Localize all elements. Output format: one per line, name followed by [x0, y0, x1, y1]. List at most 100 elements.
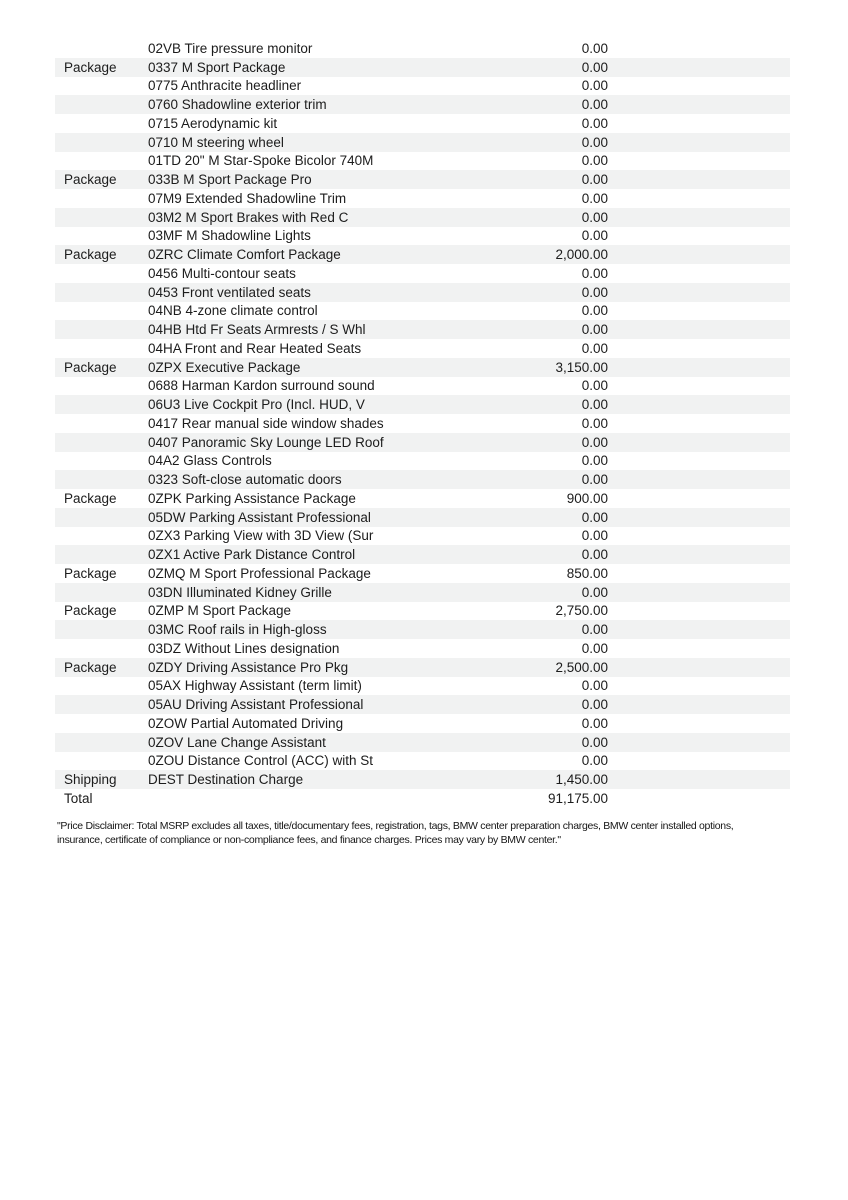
row-item: 04HA Front and Rear Heated Seats [148, 340, 362, 356]
row-price: 2,500.00 [555, 659, 608, 675]
table-row: 06U3 Live Cockpit Pro (Incl. HUD, V 0.00 [55, 395, 790, 414]
row-price: 0.00 [581, 153, 608, 169]
row-item: 0ZMQ M Sport Professional Package [148, 565, 371, 581]
table-row: 03DZ Without Lines designation 0.00 [55, 639, 790, 658]
table-row: 03M2 M Sport Brakes with Red C 0.00 [55, 207, 790, 227]
table-row: 02VB Tire pressure monitor 0.00 [55, 39, 790, 58]
table-row: Package 0ZMP M Sport Package 2,750.00 [55, 602, 790, 621]
row-price: 0.00 [581, 340, 608, 356]
row-price: 0.00 [581, 584, 608, 600]
row-item: 01TD 20" M Star-Spoke Bicolor 740M [148, 153, 374, 169]
row-item: 0ZOU Distance Control (ACC) with St [148, 753, 374, 769]
row-item: 04NB 4-zone climate control [148, 303, 318, 319]
table-row: Package 0ZPK Parking Assistance Package … [55, 489, 790, 508]
row-price: 0.00 [581, 547, 608, 563]
row-price: 0.00 [581, 528, 608, 544]
table-row: 05AU Driving Assistant Professional 0.00 [55, 695, 790, 714]
row-price: 0.00 [581, 134, 608, 150]
row-price: 0.00 [581, 228, 608, 244]
row-price: 0.00 [581, 115, 608, 131]
row-item: 0ZRC Climate Comfort Package [148, 247, 341, 263]
row-price: 0.00 [581, 378, 608, 394]
row-price: 0.00 [581, 284, 608, 300]
table-row: Package 0ZMQ M Sport Professional Packag… [55, 564, 790, 583]
table-row: 0453 Front ventilated seats 0.00 [55, 282, 790, 302]
row-item: 0323 Soft-close automatic doors [148, 472, 342, 488]
row-item: 06U3 Live Cockpit Pro (Incl. HUD, V [148, 397, 365, 413]
row-item: 05DW Parking Assistant Professional [148, 509, 371, 525]
row-item: 0417 Rear manual side window shades [148, 415, 384, 431]
row-item: 0775 Anthracite headliner [148, 78, 302, 94]
row-item: 04HB Htd Fr Seats Armrests / S Whl [148, 322, 366, 338]
row-item: 02VB Tire pressure monitor [148, 40, 313, 56]
row-price: 900.00 [566, 490, 608, 506]
row-price: 0.00 [581, 415, 608, 431]
row-price: 0.00 [581, 78, 608, 94]
row-price: 2,000.00 [555, 247, 608, 263]
table-row: 04HB Htd Fr Seats Armrests / S Whl 0.00 [55, 320, 790, 339]
row-item: DEST Destination Charge [148, 772, 304, 788]
row-item: 0ZOV Lane Change Assistant [148, 734, 326, 750]
row-item: 03MF M Shadowline Lights [148, 228, 311, 244]
row-item: 07M9 Extended Shadowline Trim [148, 190, 347, 206]
row-price: 0.00 [581, 172, 608, 188]
row-item: 05AX Highway Assistant (term limit) [148, 678, 362, 694]
table-row: 07M9 Extended Shadowline Trim 0.00 [55, 189, 790, 208]
row-price: 0.00 [581, 322, 608, 338]
table-row: 04HA Front and Rear Heated Seats 0.00 [55, 339, 790, 358]
table-row: 03MF M Shadowline Lights 0.00 [55, 227, 790, 246]
row-price: 0.00 [581, 509, 608, 525]
row-category: Package [64, 59, 117, 75]
table-row: 0ZX1 Active Park Distance Control 0.00 [55, 545, 790, 564]
row-item: 0ZX3 Parking View with 3D View (Sur [148, 528, 374, 544]
row-price: 0.00 [581, 303, 608, 319]
row-item: 0ZDY Driving Assistance Pro Pkg [148, 659, 349, 675]
row-price: 0.00 [581, 472, 608, 488]
table-row: 01TD 20" M Star-Spoke Bicolor 740M 0.00 [55, 152, 790, 171]
row-item: 0ZOW Partial Automated Driving [148, 715, 344, 731]
row-item: 0715 Aerodynamic kit [148, 115, 278, 131]
table-row: Shipping DEST Destination Charge 1,450.0… [55, 770, 790, 789]
row-item: 033B M Sport Package Pro [148, 172, 312, 188]
row-price: 0.00 [581, 734, 608, 750]
row-price: 0.00 [581, 715, 608, 731]
row-item: 03MC Roof rails in High-gloss [148, 622, 327, 638]
table-row: 0323 Soft-close automatic doors 0.00 [55, 470, 790, 489]
row-price: 0.00 [581, 678, 608, 694]
row-price: 0.00 [581, 40, 608, 56]
table-row: Package 033B M Sport Package Pro 0.00 [55, 170, 790, 189]
table-row: 0715 Aerodynamic kit 0.00 [55, 114, 790, 133]
row-price: 0.00 [581, 453, 608, 469]
row-item: 0760 Shadowline exterior trim [148, 97, 327, 113]
price-disclaimer: "Price Disclaimer: Total MSRP excludes a… [57, 820, 734, 846]
row-price: 0.00 [581, 622, 608, 638]
row-category: Package [64, 659, 117, 675]
row-category: Shipping [64, 772, 117, 788]
table-row: 0417 Rear manual side window shades 0.00 [55, 414, 790, 433]
table-row: Package 0ZDY Driving Assistance Pro Pkg … [55, 657, 790, 677]
row-item: 0ZMP M Sport Package [148, 603, 292, 619]
row-category: Package [64, 359, 117, 375]
row-price: 0.00 [581, 97, 608, 113]
table-row: 0710 M steering wheel 0.00 [55, 132, 790, 152]
options-table: 02VB Tire pressure monitor 0.00 Package … [55, 39, 790, 808]
row-price: 0.00 [581, 397, 608, 413]
row-category: Package [64, 247, 117, 263]
row-item: 03DN Illuminated Kidney Grille [148, 584, 332, 600]
row-item: 0337 M Sport Package [148, 59, 286, 75]
table-row: 04A2 Glass Controls 0.00 [55, 452, 790, 471]
row-price: 0.00 [581, 209, 608, 225]
row-category: Total [64, 790, 93, 806]
table-row: 0775 Anthracite headliner 0.00 [55, 77, 790, 96]
row-item: 0ZPX Executive Package [148, 359, 301, 375]
row-item: 0710 M steering wheel [148, 134, 284, 150]
row-item: 0456 Multi-contour seats [148, 265, 296, 281]
row-item: 0407 Panoramic Sky Lounge LED Roof [148, 434, 384, 450]
row-price: 0.00 [581, 434, 608, 450]
table-row: 03DN Illuminated Kidney Grille 0.00 [55, 582, 790, 602]
table-row: 0ZOW Partial Automated Driving 0.00 [55, 714, 790, 733]
row-price: 0.00 [581, 697, 608, 713]
row-item: 05AU Driving Assistant Professional [148, 697, 364, 713]
table-row: 0688 Harman Kardon surround sound 0.00 [55, 377, 790, 396]
table-row: 0ZX3 Parking View with 3D View (Sur 0.00 [55, 527, 790, 546]
